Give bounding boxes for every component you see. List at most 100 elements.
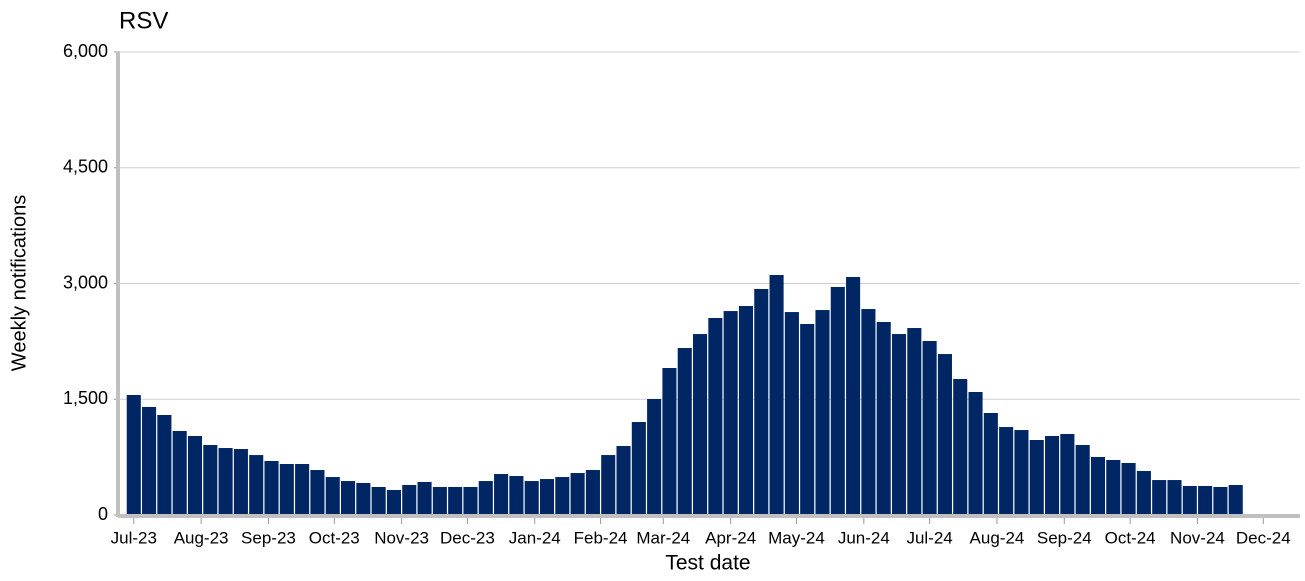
x-tick-label: Dec-23 [440,528,495,547]
bar [310,470,325,515]
x-tick-label: May-24 [768,528,825,547]
x-tick-label: Jul-24 [906,528,952,547]
bar [616,446,631,515]
bar [478,481,493,515]
bar [1090,456,1106,515]
y-tick-label: 3,000 [63,272,108,292]
y-axis-label: Weekly notifications [8,195,30,371]
bar [203,445,218,515]
x-tick-label: Feb-24 [574,528,628,547]
bar [463,486,478,515]
x-tick-label: Nov-23 [374,528,429,547]
bar [524,481,539,515]
bar [126,395,141,515]
bar [647,399,662,515]
bar [784,312,799,515]
bar [846,277,861,515]
bar [693,334,708,515]
bar [999,427,1014,515]
bar [295,463,310,515]
bar [1136,471,1151,515]
bar [708,317,723,515]
bar [509,476,524,515]
bar [1045,435,1060,515]
bar [585,470,600,515]
y-tick-label: 0 [98,504,108,524]
bar [570,473,585,515]
bar [1106,459,1121,515]
bar [769,275,784,515]
bar [983,412,998,515]
bar [172,430,187,515]
bar [754,288,769,515]
x-tick-label: Jun-24 [838,528,890,547]
bar [539,479,555,515]
bar [968,391,983,515]
bar [876,322,891,515]
bar [1075,445,1090,515]
bar [233,449,248,515]
bar [1182,485,1197,515]
bar [279,463,294,515]
bar [1029,439,1044,515]
chart-title: RSV [119,7,168,34]
bar [341,481,356,515]
y-tick-label: 6,000 [63,41,108,61]
x-tick-label: Jan-24 [509,528,561,547]
bar [601,455,616,515]
bar [631,422,646,515]
bar [417,481,432,515]
bar [662,367,677,515]
bar [325,477,340,515]
bar [371,486,386,515]
y-tick-label: 1,500 [63,388,108,408]
bar [1152,480,1167,515]
x-tick-label: Mar-24 [636,528,690,547]
x-tick-label: Jul-23 [111,528,157,547]
bar [555,477,570,515]
bar [953,379,968,515]
bar [1014,430,1029,515]
bar [448,486,463,515]
bar [891,334,907,515]
bar [386,489,401,515]
y-tick-label: 4,500 [63,157,108,177]
bar [907,328,922,515]
bar [264,460,279,515]
x-axis-label: Test date [665,552,750,575]
bar [142,406,157,515]
bar [218,448,233,515]
bar [249,455,264,515]
bar [432,486,447,515]
x-tick-label: Aug-23 [174,528,229,547]
bar [815,310,830,515]
bar [157,414,172,515]
bar [738,306,754,515]
bar [1198,485,1213,515]
bar [937,354,952,515]
x-tick-label: Dec-24 [1236,528,1291,547]
x-tick-label: Sep-23 [241,528,296,547]
bar [1228,484,1243,515]
bar [1167,480,1182,515]
x-tick-label: Apr-24 [705,528,756,547]
bar [922,340,937,515]
bar [356,482,371,515]
bar [800,324,815,515]
bar [723,311,738,515]
x-tick-label: Oct-24 [1105,528,1156,547]
bar [677,348,692,515]
bar [494,474,509,515]
x-tick-label: Nov-24 [1170,528,1225,547]
x-tick-label: Oct-23 [309,528,360,547]
bar [861,309,876,515]
bar [1060,433,1075,515]
bar [1213,486,1228,515]
bar [1121,462,1136,515]
bar [830,286,845,515]
bar [187,435,203,515]
x-tick-label: Sep-24 [1037,528,1092,547]
x-tick-label: Aug-24 [970,528,1025,547]
